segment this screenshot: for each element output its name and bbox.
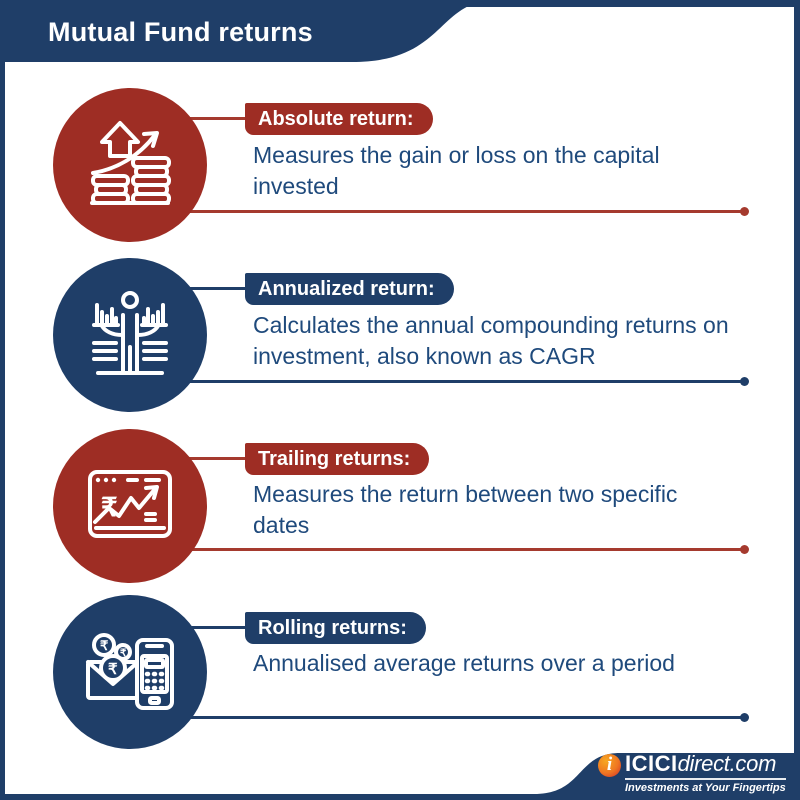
connector-line (140, 117, 246, 120)
line-end-dot (740, 545, 749, 554)
section-label-pill: Annualized return: (245, 273, 454, 305)
section-icon-circle (53, 258, 207, 412)
frame-border-right (794, 0, 800, 800)
line-end-dot (740, 377, 749, 386)
section-icon-circle: ₹ (53, 429, 207, 583)
section-icon-circle: ₹ ₹ ₹ (53, 595, 207, 749)
connector-line (140, 457, 246, 460)
coins-growth-icon (90, 121, 171, 205)
chart-window-icon: ₹ (88, 470, 172, 538)
section-label-pill: Trailing returns: (245, 443, 430, 475)
section-label-pill: Absolute return: (245, 103, 433, 135)
brand-name: ICICIdirect.com (625, 752, 786, 776)
person-bar-charts-icon (92, 291, 168, 375)
separator-line (140, 380, 741, 383)
brand-name-bold: ICICI (625, 751, 678, 776)
line-end-dot (740, 207, 749, 216)
icici-logo-mark-icon: i (598, 754, 621, 777)
separator-line (140, 210, 741, 213)
section-label-pill: Rolling returns: (245, 612, 426, 644)
section-description: Calculates the annual compounding return… (253, 312, 729, 369)
separator-line (140, 716, 741, 719)
brand-name-rest: direct.com (677, 751, 777, 776)
line-end-dot (740, 713, 749, 722)
envelope-coins-calculator-icon: ₹ ₹ ₹ (86, 633, 174, 710)
section-description: Annualised average returns over a period (253, 650, 675, 676)
header-banner-shape (0, 0, 490, 62)
section-icon-circle (53, 88, 207, 242)
frame-border-bottom (0, 794, 800, 800)
separator-line (140, 548, 741, 551)
svg-text:₹: ₹ (120, 648, 127, 659)
brand-tagline: Investments at Your Fingertips (625, 778, 786, 794)
section-description: Measures the return between two specific… (253, 481, 678, 538)
icici-direct-logo: i ICICIdirect.com Investments at Your Fi… (598, 752, 786, 794)
connector-line (140, 287, 246, 290)
section-description: Measures the gain or loss on the capital… (253, 142, 660, 199)
frame-border-left (0, 0, 5, 800)
svg-text:₹: ₹ (101, 492, 118, 522)
svg-text:₹: ₹ (108, 661, 118, 678)
svg-text:₹: ₹ (100, 638, 109, 653)
page-title: Mutual Fund returns (48, 17, 313, 47)
